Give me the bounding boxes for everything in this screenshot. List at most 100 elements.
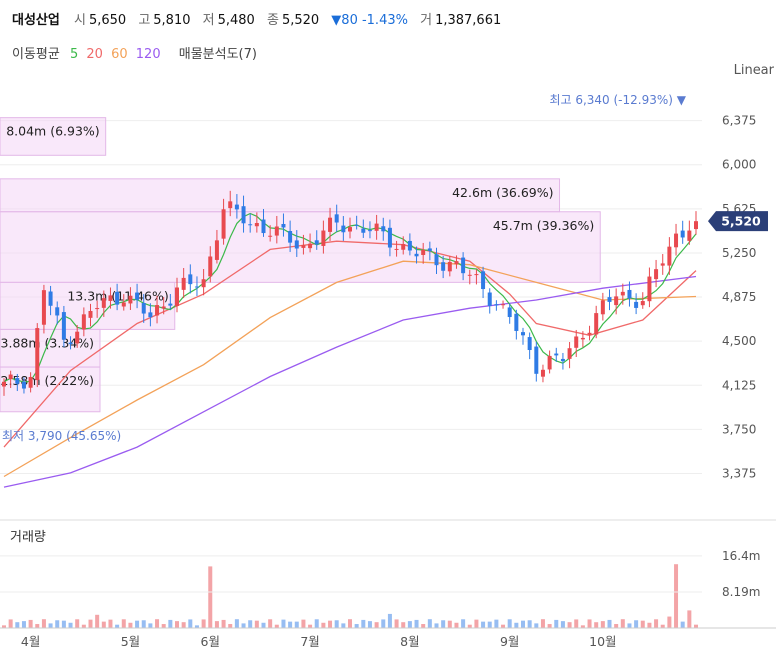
- volume-bar: [214, 621, 219, 628]
- volume-value: 1,387,661: [435, 13, 502, 28]
- volume-bar: [55, 620, 60, 628]
- volume-bar: [354, 624, 359, 628]
- volume-bar: [88, 619, 93, 628]
- candle-body: [367, 230, 372, 232]
- volume-bar: [201, 619, 206, 628]
- candle-body: [461, 257, 466, 274]
- volume-bar: [181, 622, 186, 628]
- volume-bar: [115, 624, 120, 628]
- volume-bar: [128, 622, 133, 628]
- ma-legend-title: 이동평균: [12, 47, 60, 62]
- ma20-label[interactable]: 20: [86, 47, 103, 62]
- high-annotation: 최고 6,340 (-12.93%) ▼: [549, 93, 686, 107]
- volume-bar: [567, 622, 572, 628]
- volume-bar: [507, 619, 512, 628]
- volume-bar: [75, 619, 80, 628]
- candle-body: [387, 227, 392, 248]
- candle-body: [208, 256, 213, 277]
- candle-body: [68, 342, 73, 345]
- candle-body: [607, 297, 612, 302]
- candle-body: [527, 337, 532, 351]
- y-tick-label: 5,250: [722, 246, 756, 260]
- candle-body: [135, 292, 140, 300]
- candle-body: [261, 219, 266, 234]
- volume-bar: [121, 619, 126, 628]
- volume-bar: [41, 619, 46, 628]
- candle-body: [580, 337, 585, 340]
- candle-body: [248, 224, 253, 226]
- volume-profile-label[interactable]: 매물분석도(7): [178, 47, 257, 62]
- volume-bar: [81, 624, 86, 628]
- volume-bar: [600, 621, 605, 628]
- candle-body: [41, 290, 46, 325]
- volume-bar: [188, 619, 193, 628]
- candle-body: [600, 300, 605, 315]
- candle-body: [101, 298, 106, 308]
- candle-body: [547, 355, 552, 370]
- volume-bar: [667, 616, 672, 628]
- volume-bar: [434, 623, 439, 628]
- volume-bar: [580, 625, 585, 628]
- volume-bar: [61, 620, 66, 628]
- x-tick-label: 6월: [201, 634, 220, 649]
- close-value: 5,520: [281, 13, 320, 28]
- volume-bar: [348, 619, 352, 628]
- volume-profile-label: 3.88m (3.34%): [1, 335, 94, 350]
- volume-bar: [521, 620, 525, 628]
- volume-bar: [694, 624, 698, 628]
- volume-label: 거: [420, 13, 433, 28]
- candle-body: [574, 336, 579, 348]
- candle-body: [15, 378, 20, 384]
- volume-bar: [614, 624, 619, 628]
- volume-profile-label: 2.58m (2.22%): [1, 373, 94, 388]
- volume-bar: [28, 619, 33, 628]
- volume-bar: [281, 619, 286, 628]
- volume-profile-label: 42.6m (36.69%): [452, 185, 553, 200]
- high-label: 고: [138, 13, 151, 28]
- candle-body: [288, 231, 293, 243]
- volume-bar: [241, 623, 246, 628]
- volume-bar: [228, 624, 233, 628]
- candle-body: [441, 262, 446, 271]
- volume-bar: [401, 622, 406, 628]
- candle-body: [28, 376, 33, 388]
- candle-body: [194, 286, 199, 288]
- volume-bar: [421, 624, 426, 628]
- current-price-tag: [708, 211, 768, 232]
- candle-body: [48, 291, 53, 306]
- scale-toggle-button[interactable]: Linear: [733, 63, 774, 78]
- volume-bar: [221, 619, 226, 628]
- open-label: 시: [73, 13, 86, 28]
- volume-bar: [414, 619, 419, 628]
- candle-body: [620, 291, 625, 296]
- candle-body: [567, 348, 572, 359]
- volume-bar: [660, 624, 665, 628]
- volume-bar: [254, 620, 259, 628]
- volume-bar: [687, 610, 692, 628]
- volume-profile-label: 45.7m (39.36%): [493, 218, 594, 233]
- ma60-label[interactable]: 60: [111, 47, 128, 62]
- ma5-label[interactable]: 5: [69, 47, 79, 62]
- x-tick-label: 9월: [500, 634, 519, 649]
- volume-bar: [161, 624, 166, 628]
- candle-body: [281, 223, 286, 228]
- ma120-line: [3, 275, 697, 488]
- candle-body: [88, 310, 93, 318]
- volume-bar: [487, 621, 492, 628]
- ma-legend[interactable]: 이동평균 5 20 60 120 매물분석도(7): [12, 43, 263, 62]
- volume-bar: [8, 619, 13, 628]
- candle-body: [274, 226, 279, 236]
- candle-body: [268, 235, 273, 237]
- candle-body: [534, 346, 539, 374]
- candle-body: [687, 230, 692, 241]
- candle-body: [421, 249, 426, 255]
- volume-bar: [261, 622, 266, 628]
- candle-body: [175, 287, 179, 307]
- volume-pane-title: 거래량: [10, 530, 46, 545]
- ma120-label[interactable]: 120: [135, 47, 161, 62]
- candle-body: [680, 230, 685, 238]
- candle-body: [214, 240, 219, 260]
- candle-body: [75, 331, 80, 344]
- candle-body: [161, 306, 166, 309]
